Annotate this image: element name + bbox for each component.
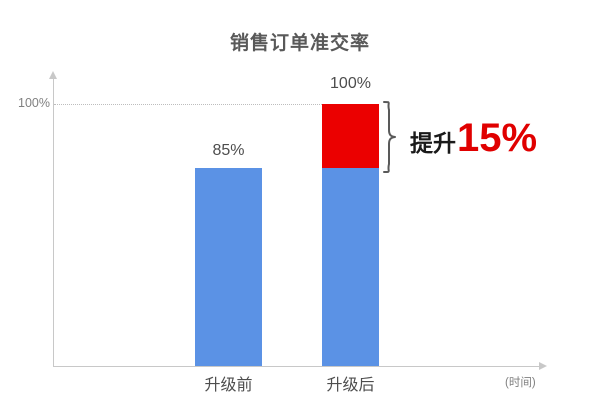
y-axis-line: [53, 78, 54, 366]
bar-after-upgrade-increase[interactable]: [322, 104, 379, 168]
x-axis-category-label-before: 升级前: [204, 377, 253, 394]
callout-value-label: 15%: [457, 116, 538, 160]
x-axis-line: [53, 366, 540, 367]
callout-prefix-label: 提升: [410, 130, 456, 156]
curly-brace-icon: [383, 101, 396, 173]
bar-before-upgrade[interactable]: [195, 168, 262, 366]
x-axis-unit-label: (时间): [505, 377, 536, 389]
x-axis-arrow-icon: [539, 362, 547, 370]
y-axis-arrow-icon: [49, 71, 57, 79]
bar-value-label-before: 85%: [212, 142, 245, 159]
gridline-100-percent: [54, 104, 322, 105]
y-axis-tick-label-100: 100%: [18, 96, 50, 110]
x-axis-category-label-after: 升级后: [326, 377, 375, 394]
bar-after-upgrade-base[interactable]: [322, 168, 379, 366]
improvement-callout: 提升 15%: [410, 118, 537, 158]
bar-value-label-after: 100%: [330, 75, 371, 92]
chart-title: 销售订单准交率: [229, 33, 370, 54]
